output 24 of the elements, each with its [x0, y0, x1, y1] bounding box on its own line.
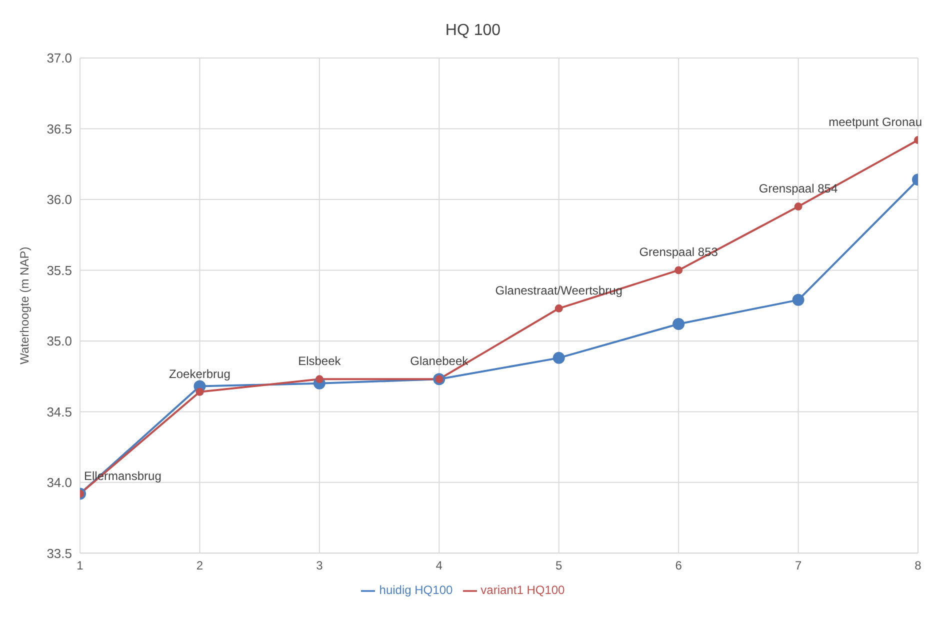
x-tick-label: 3: [316, 558, 324, 573]
y-tick-label: 36.5: [46, 121, 72, 136]
y-tick-label: 35.5: [46, 262, 72, 278]
y-tick-label: 34.5: [46, 404, 72, 420]
y-tick-label: 33.5: [46, 546, 72, 561]
x-tick-label: 6: [675, 558, 682, 573]
chart-title: HQ 100: [444, 21, 502, 41]
x-tick-label: 8: [914, 558, 922, 573]
x-tick-label: 7: [794, 558, 802, 573]
annotation: Glanebeek: [410, 354, 470, 368]
x-tick-label: 5: [556, 558, 563, 573]
legend-label: huidig HQ100: [379, 583, 453, 598]
annotation: Elsbeek: [298, 354, 342, 368]
y-tick-label: 37.0: [46, 50, 72, 66]
x-tick-label: 4: [436, 558, 443, 573]
y-tick-label: 34.0: [46, 475, 72, 490]
annotation: Zoekerbrug: [169, 366, 230, 381]
x-tick-label: 2: [196, 558, 204, 573]
x-tick-label: 1: [76, 558, 84, 573]
y-tick-label: 35.0: [46, 334, 72, 349]
legend-label: variant1 HQ100: [480, 583, 565, 598]
annotation: meetpunt Gronau: [828, 115, 922, 130]
y-tick-label: 36.0: [46, 192, 72, 208]
y-axis-title: Waterhoogte (m NAP): [17, 246, 32, 364]
